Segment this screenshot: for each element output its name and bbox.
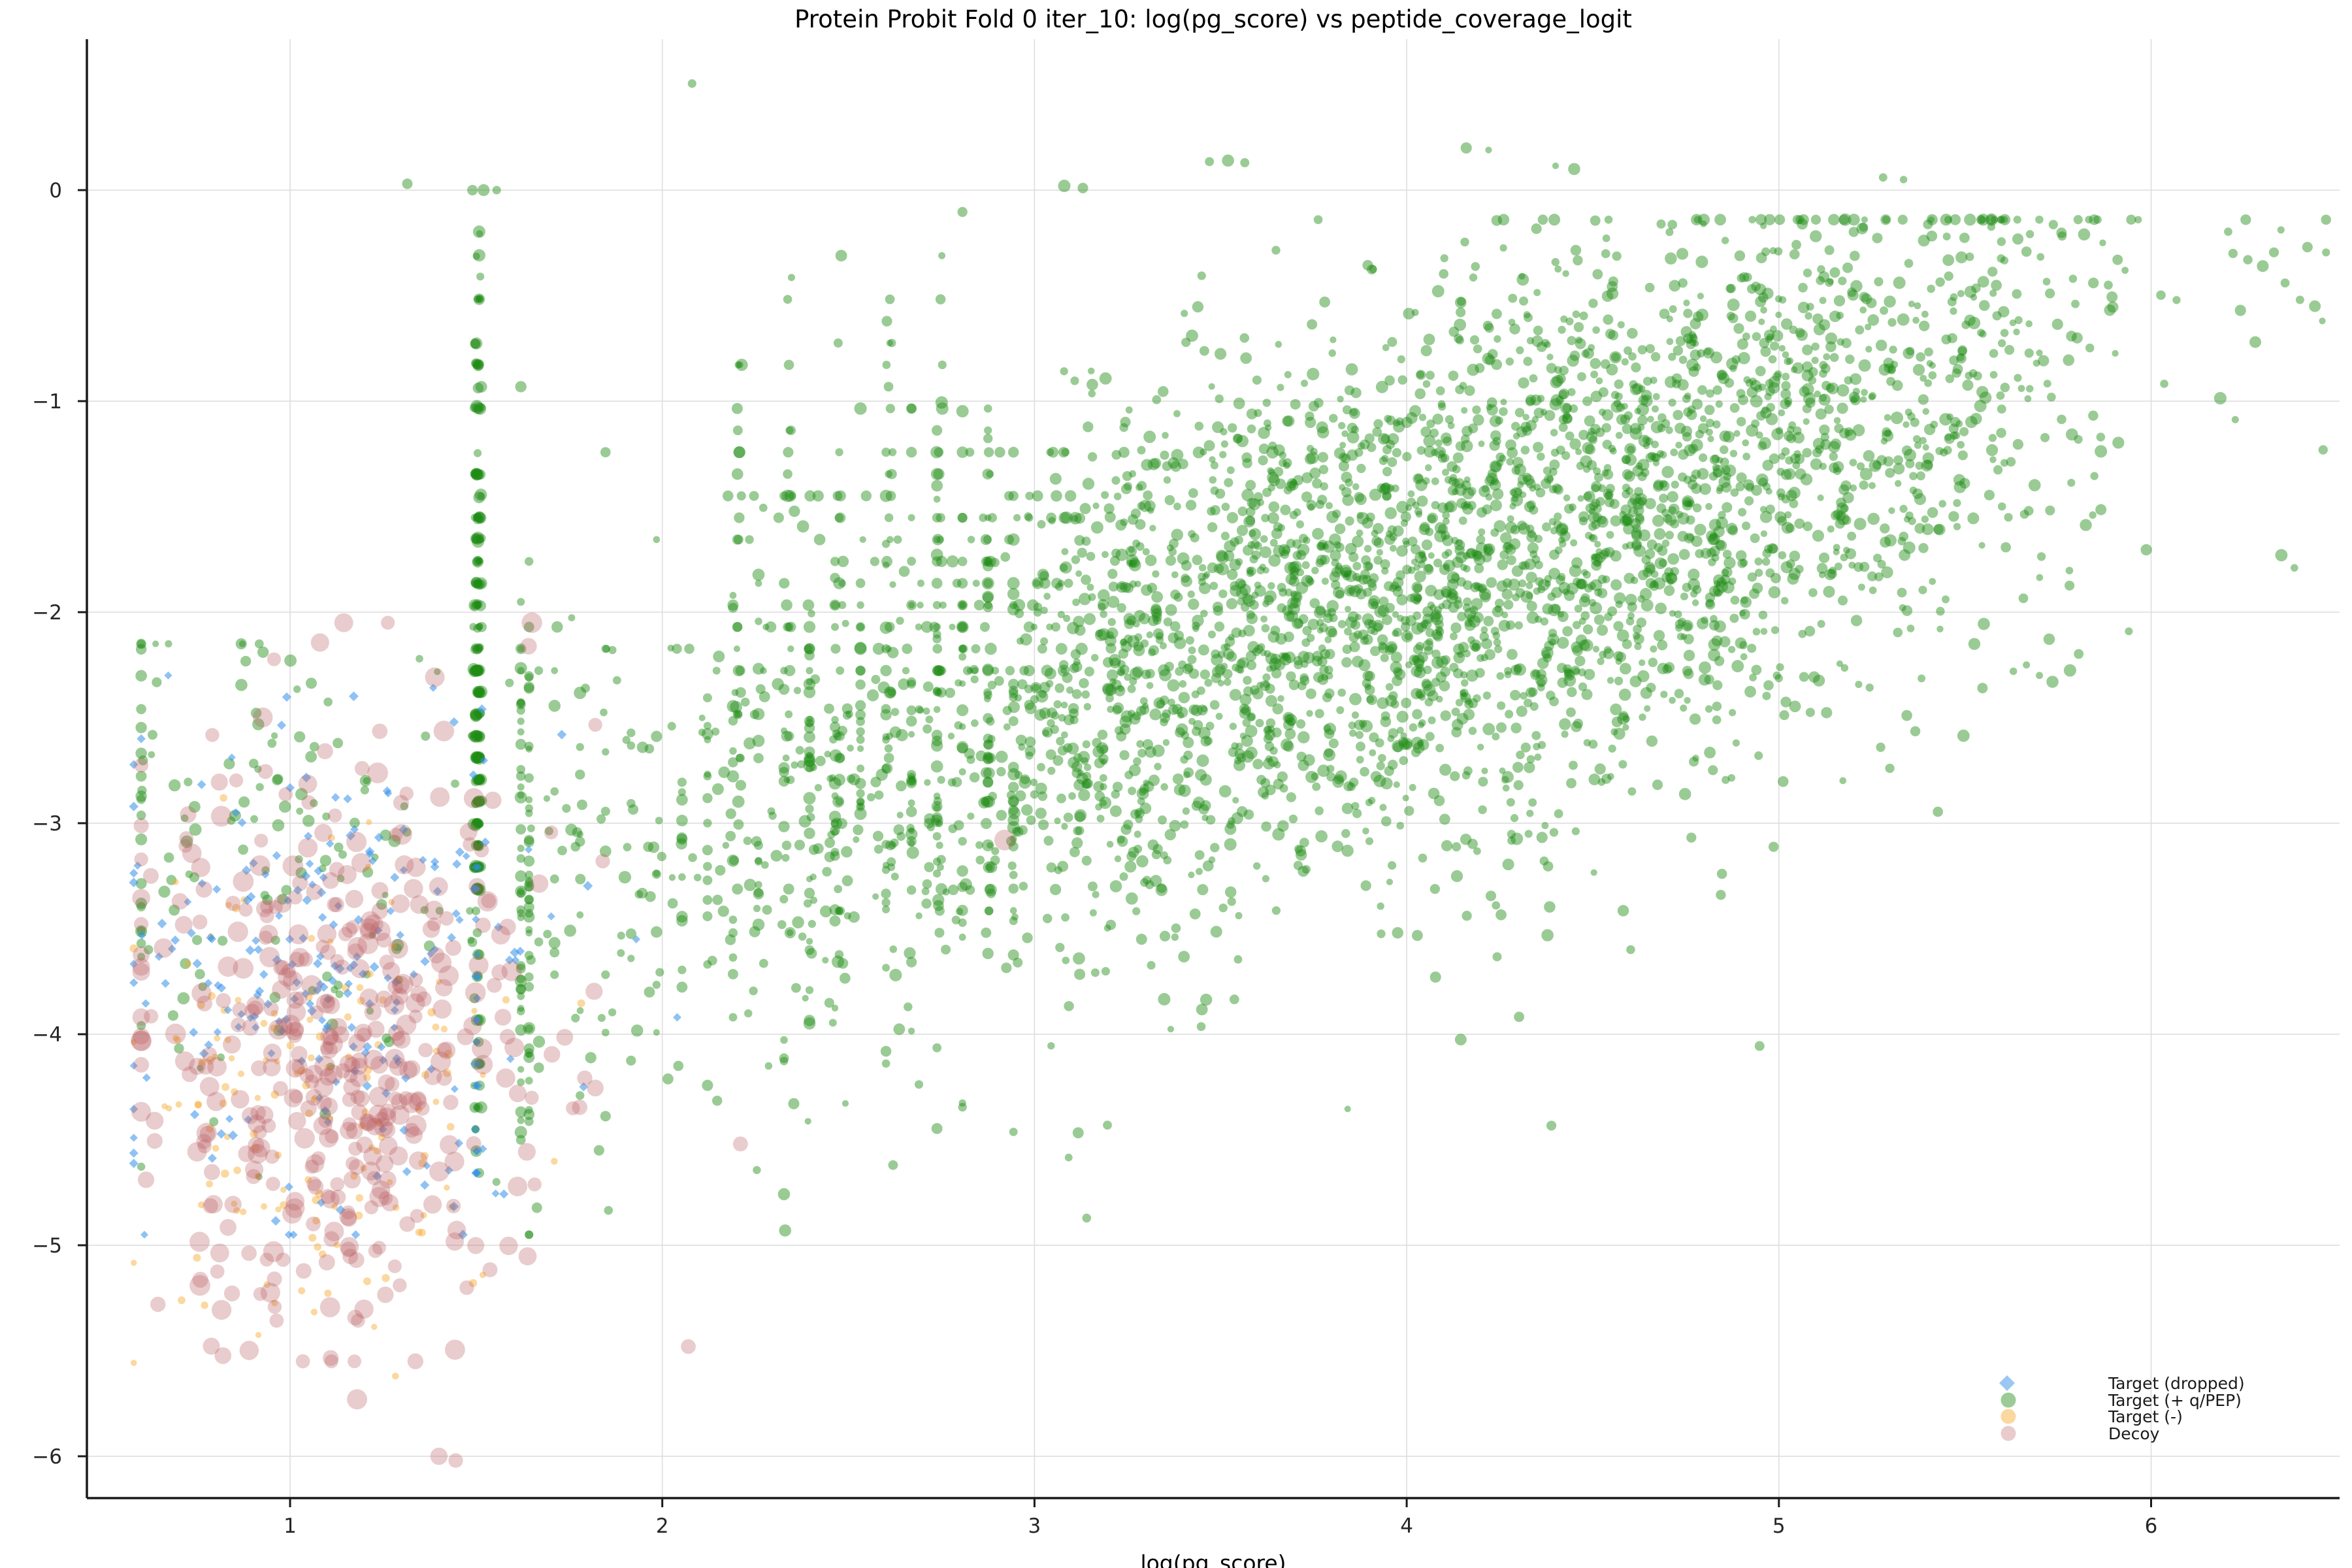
legend-marker-target-neg-icon	[2001, 1409, 2016, 1424]
chart-title: Protein Probit Fold 0 iter_10: log(pg_sc…	[794, 5, 1632, 33]
legend-marker-target-dropped-icon	[1999, 1375, 2015, 1391]
y-tick-label: −4	[32, 1023, 62, 1047]
gridlines	[87, 39, 2340, 1498]
x-tick-label: 1	[284, 1514, 297, 1538]
scatter-points-target_neg	[129, 794, 585, 1380]
y-tick-label: −6	[32, 1445, 62, 1469]
y-tick-label: −1	[32, 390, 62, 414]
y-tick-label: −2	[32, 601, 62, 625]
scatter-points-target_pos_qpep	[135, 79, 2331, 1239]
legend-label-target-neg: Target (-)	[2108, 1407, 2183, 1426]
y-tick-label: 0	[49, 179, 62, 203]
x-tick-label: 5	[1772, 1514, 1786, 1538]
scatter-points-decoy	[131, 612, 1015, 1468]
y-tick-label: −3	[32, 812, 62, 836]
axes: 1 2 3 4 5 6 0 −1 −2 −3 −4 −5 −6	[32, 39, 2340, 1538]
legend: Target (dropped) Target (+ q/PEP) Target…	[1999, 1374, 2245, 1443]
x-tick-label: 2	[656, 1514, 669, 1538]
x-tick-label: 3	[1028, 1514, 1041, 1538]
y-tick-label: −5	[32, 1234, 62, 1258]
legend-label-decoy: Decoy	[2108, 1424, 2160, 1443]
x-tick-label: 4	[1400, 1514, 1413, 1538]
legend-label-target-dropped: Target (dropped)	[2108, 1374, 2245, 1393]
legend-label-target-pos: Target (+ q/PEP)	[2108, 1391, 2242, 1410]
x-axis-label: log(pg_score)	[1140, 1550, 1286, 1568]
x-tick-label: 6	[2145, 1514, 2158, 1538]
scatter-points-target_dropped	[129, 671, 681, 1240]
legend-marker-target-pos-icon	[2001, 1392, 2016, 1408]
legend-marker-decoy-icon	[2001, 1426, 2016, 1441]
